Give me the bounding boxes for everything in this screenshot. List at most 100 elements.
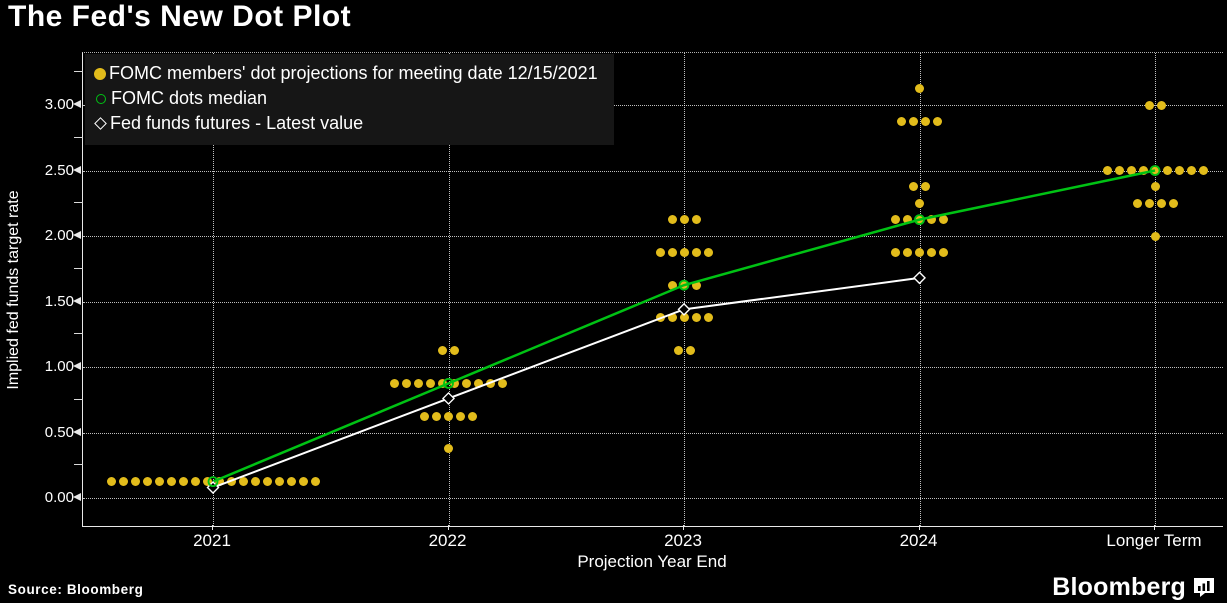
legend-item-median: FOMC dots median bbox=[94, 86, 598, 111]
x-tick bbox=[1154, 525, 1155, 530]
fomc-dot bbox=[667, 247, 677, 257]
fomc-dot bbox=[1144, 100, 1154, 110]
fomc-dot bbox=[390, 378, 399, 388]
fomc-dot bbox=[118, 477, 128, 487]
v-gridline bbox=[1155, 53, 1156, 526]
fomc-dot bbox=[420, 411, 429, 421]
fomc-dot bbox=[703, 313, 713, 323]
v-gridline bbox=[213, 53, 214, 526]
fomc-dot bbox=[238, 477, 248, 487]
fomc-dot bbox=[142, 477, 152, 487]
bloomberg-logo-text: Bloomberg bbox=[1052, 573, 1186, 601]
fomc-dot bbox=[402, 378, 411, 388]
fomc-dot bbox=[685, 346, 695, 356]
fomc-dot bbox=[691, 280, 701, 290]
y-tick-label: 1.50 bbox=[44, 292, 74, 310]
futures-diamond-marker bbox=[913, 271, 926, 285]
futures-line bbox=[212, 276, 920, 489]
fomc-dot bbox=[903, 215, 912, 225]
x-tick-label: 2023 bbox=[664, 531, 702, 550]
fomc-dot bbox=[679, 247, 689, 257]
fomc-dot bbox=[1168, 198, 1178, 208]
fomc-dot bbox=[915, 84, 924, 94]
median-circle-marker bbox=[914, 214, 925, 226]
source-attribution: Source: Bloomberg bbox=[8, 582, 144, 597]
fomc-dot bbox=[1150, 182, 1160, 192]
series-overlay bbox=[206, 165, 1161, 495]
fomc-dot bbox=[891, 215, 900, 225]
median-circle-marker bbox=[207, 476, 219, 488]
h-gridline bbox=[83, 170, 1223, 172]
x-tick bbox=[918, 525, 920, 530]
y-tick-arrow-icon bbox=[73, 165, 81, 174]
fomc-dot bbox=[250, 477, 260, 487]
h-gridline bbox=[83, 432, 1223, 434]
fomc-dot bbox=[262, 477, 272, 487]
fomc-dot bbox=[432, 411, 441, 421]
x-tick-label: Longer Term bbox=[1106, 531, 1202, 550]
fomc-dot bbox=[667, 280, 677, 290]
futures-diamond-marker bbox=[442, 391, 455, 405]
fomc-dot bbox=[178, 477, 188, 487]
fomc-dot bbox=[438, 346, 447, 356]
fomc-dot bbox=[667, 215, 677, 225]
y-tick-arrow-icon bbox=[73, 100, 81, 108]
x-tick-label: 2024 bbox=[899, 531, 938, 550]
y-tick-arrow-icon bbox=[73, 493, 81, 501]
h-gridline bbox=[83, 105, 1223, 106]
chart-legend: FOMC members' dot projections for meetin… bbox=[85, 54, 614, 145]
fomc-dot bbox=[130, 477, 140, 487]
fomc-dot bbox=[939, 215, 948, 225]
v-gridline bbox=[919, 53, 921, 526]
futures-diamond-marker bbox=[677, 302, 691, 316]
fomc-dot bbox=[921, 116, 930, 126]
x-tick-label: 2022 bbox=[428, 531, 467, 550]
legend-item-dots: FOMC members' dot projections for meetin… bbox=[94, 61, 598, 86]
legend-item-label: FOMC members' dot projections for meetin… bbox=[109, 63, 598, 83]
y-tick-arrow-icon bbox=[73, 362, 81, 370]
median-circle-marker bbox=[443, 377, 454, 389]
fomc-dot bbox=[202, 477, 212, 487]
y-tick-label: 2.50 bbox=[44, 161, 74, 179]
y-tick-label: 0.00 bbox=[44, 489, 74, 506]
fomc-dot bbox=[703, 247, 713, 257]
green-open-circle-icon bbox=[96, 93, 106, 104]
fomc-dot bbox=[667, 313, 677, 323]
y-minor-tick bbox=[74, 333, 83, 335]
fomc-dot bbox=[106, 477, 116, 487]
x-tick bbox=[683, 525, 684, 530]
fomc-dot bbox=[927, 247, 936, 257]
fomc-dot bbox=[456, 411, 465, 421]
fomc-dot bbox=[166, 477, 176, 487]
fomc-dot bbox=[691, 215, 701, 225]
y-tick-arrow-icon bbox=[73, 296, 81, 305]
fomc-dot bbox=[679, 313, 689, 323]
fomc-dot bbox=[444, 444, 453, 454]
fomc-dot bbox=[190, 477, 200, 487]
fomc-dot bbox=[450, 346, 459, 356]
y-tick-label: 0.50 bbox=[44, 423, 74, 441]
h-gridline bbox=[83, 367, 1223, 368]
fomc-dot bbox=[909, 116, 918, 126]
fomc-dot bbox=[655, 247, 665, 257]
y-minor-tick bbox=[74, 464, 83, 466]
legend-item-label: FOMC dots median bbox=[111, 88, 268, 108]
h-gridline bbox=[83, 498, 1223, 499]
fomc-dot bbox=[1144, 198, 1154, 208]
h-gridline bbox=[83, 301, 1223, 303]
fomc-dot bbox=[921, 182, 930, 192]
fomc-dot bbox=[214, 477, 224, 487]
y-tick-label: 1.00 bbox=[44, 358, 74, 375]
fomc-dot bbox=[915, 198, 924, 208]
fomc-dot bbox=[1162, 166, 1172, 175]
x-tick bbox=[447, 525, 449, 530]
y-axis-title: Implied fed funds target rate bbox=[5, 190, 22, 390]
fomc-dot bbox=[691, 313, 701, 323]
v-gridline bbox=[448, 53, 450, 526]
y-minor-tick bbox=[74, 71, 83, 73]
fomc-dot bbox=[1186, 166, 1196, 175]
fomc-dot bbox=[1114, 166, 1124, 175]
yellow-dot-icon bbox=[94, 67, 106, 80]
fomc-dot bbox=[897, 116, 906, 126]
